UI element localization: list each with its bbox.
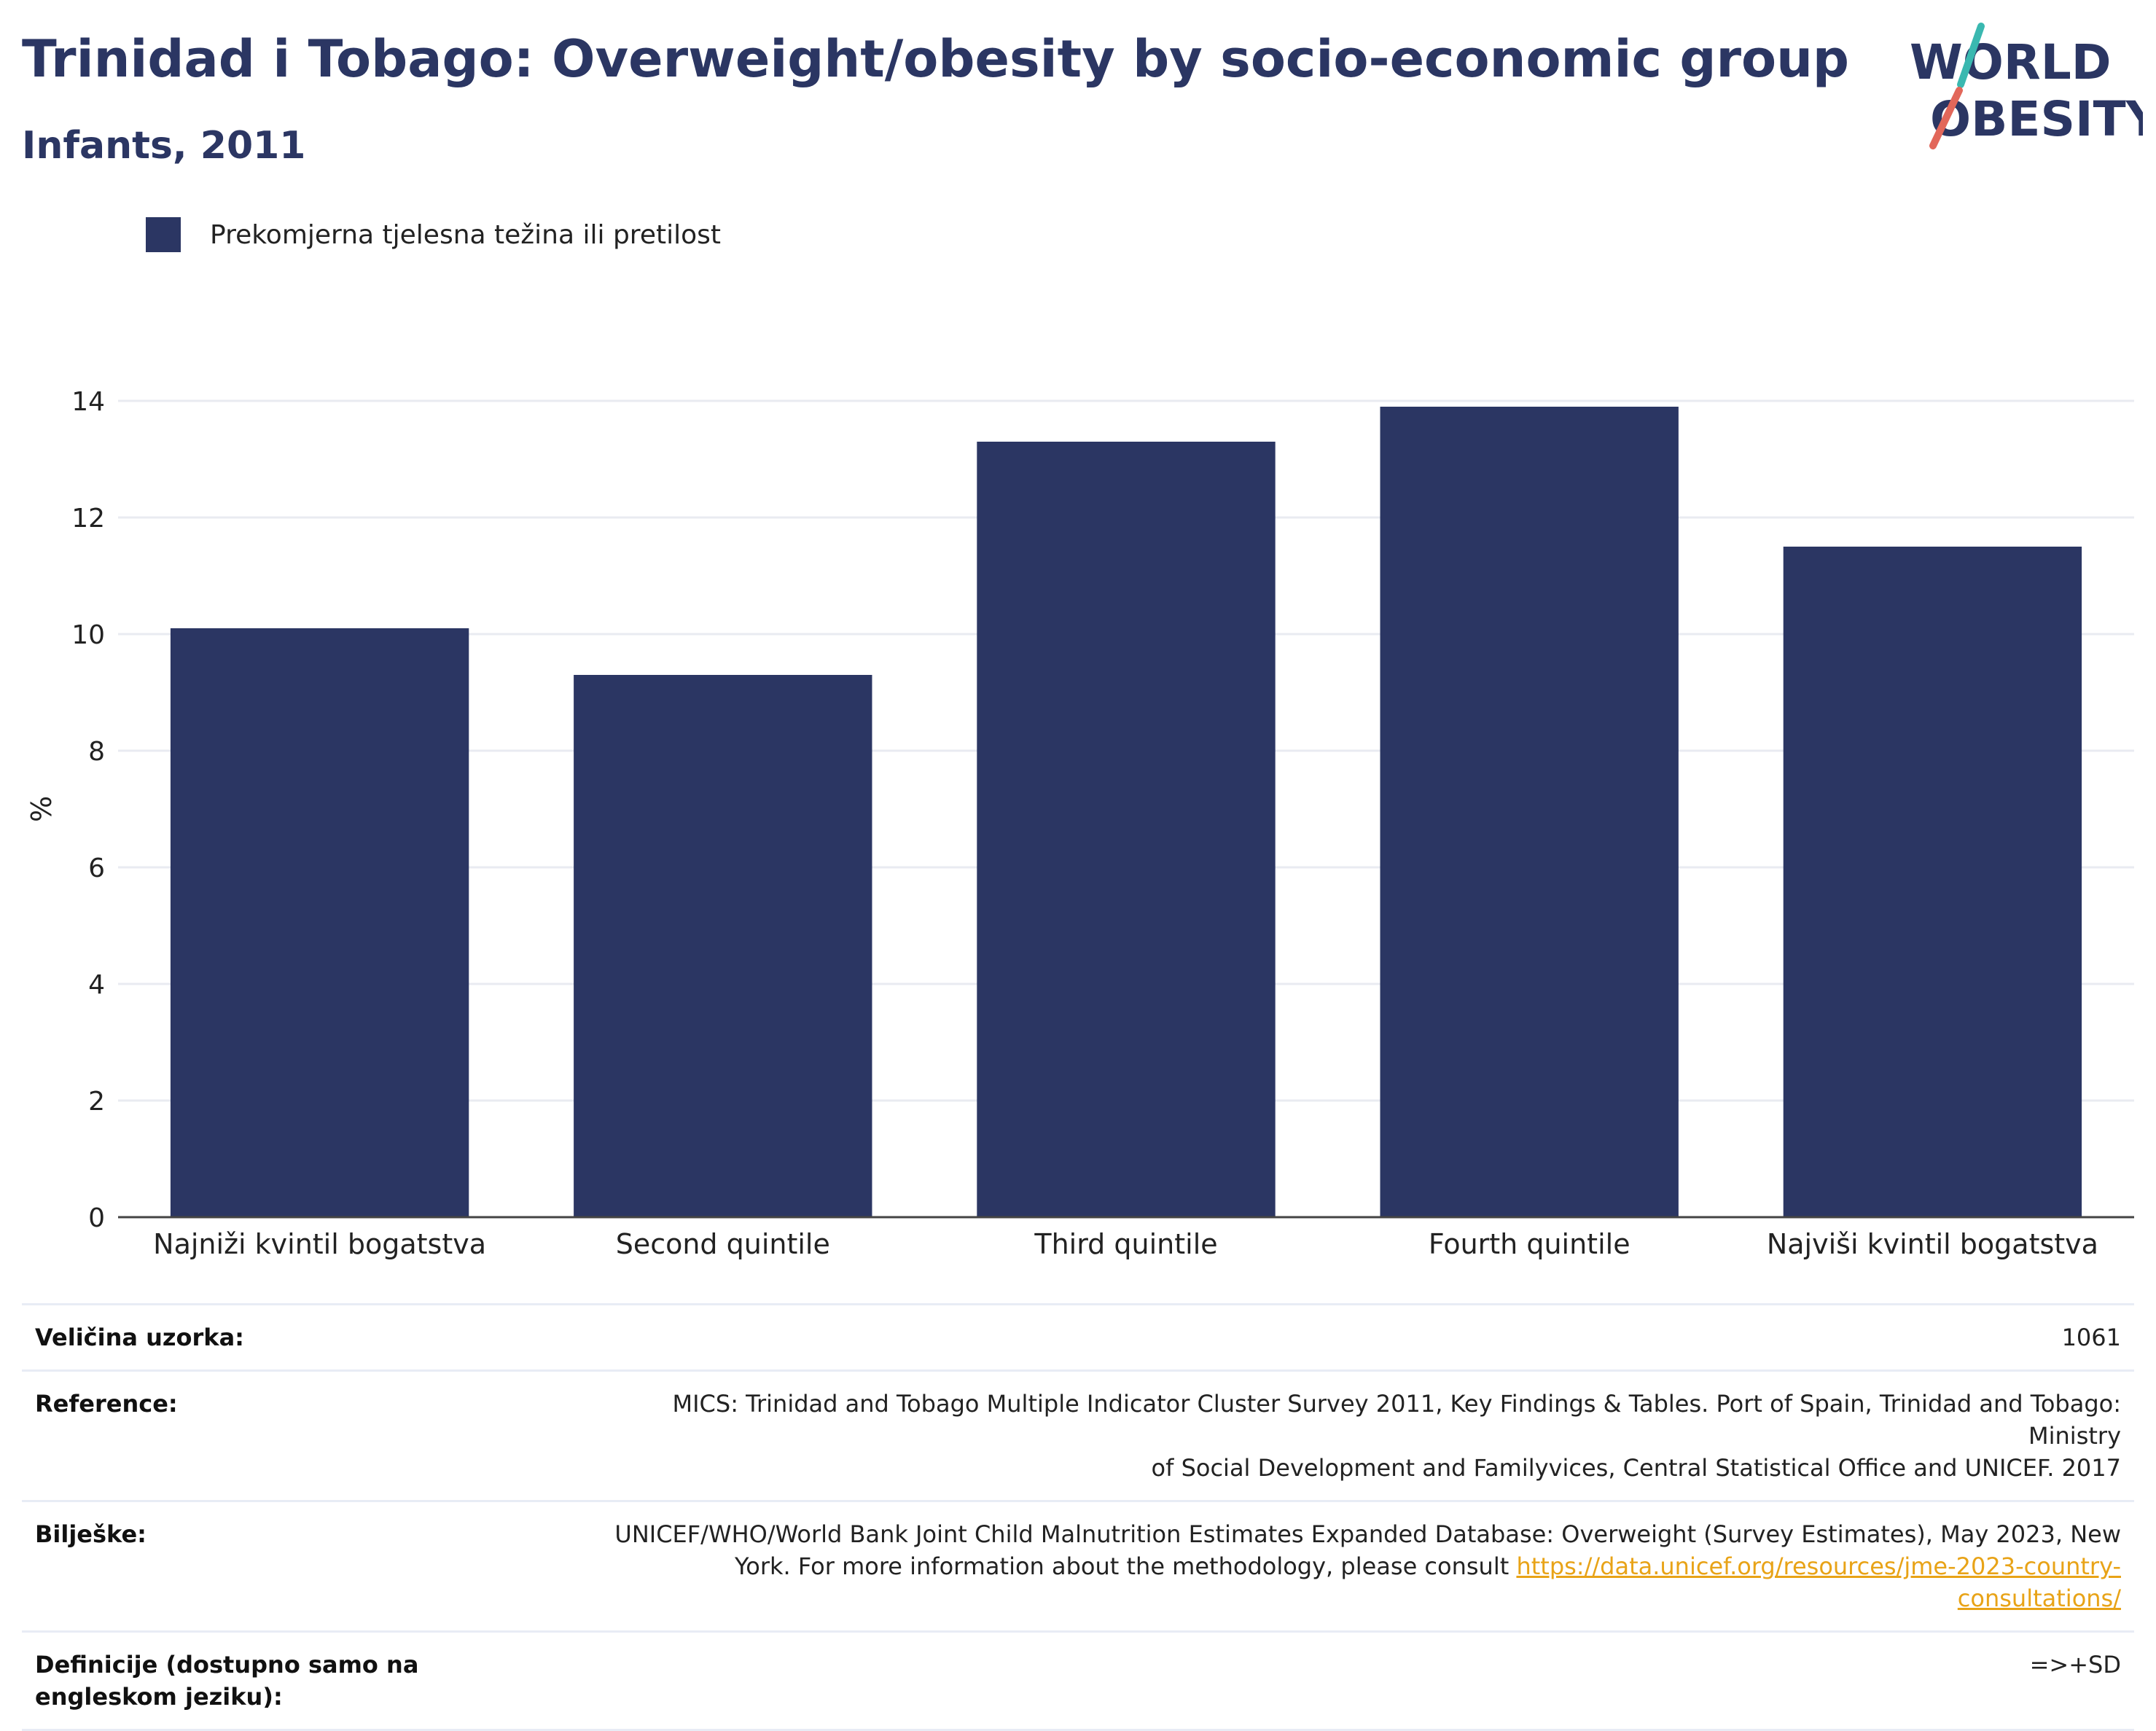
info-row-definitions: Definicije (dostupno samo na engleskom j… [22, 1630, 2134, 1731]
legend-label: Prekomjerna tjelesna težina ili pretilos… [210, 219, 721, 250]
y-tick-label: 8 [88, 737, 105, 767]
reference-value: MICS: Trinidad and Tobago Multiple Indic… [590, 1388, 2121, 1484]
info-row-sample-size: Veličina uzorka: 1061 [22, 1303, 2134, 1369]
y-tick-label: 6 [88, 853, 105, 883]
x-tick-label: Third quintile [1034, 1228, 1217, 1260]
sample-size-value: 1061 [2061, 1324, 2121, 1351]
reference-line2: of Social Development and Familyvices, C… [1151, 1454, 2121, 1482]
bar [1783, 547, 2082, 1217]
notes-value: UNICEF/WHO/World Bank Joint Child Malnut… [590, 1518, 2121, 1614]
notes-line1: UNICEF/WHO/World Bank Joint Child Malnut… [614, 1520, 2121, 1548]
info-row-notes: Bilješke: UNICEF/WHO/World Bank Joint Ch… [22, 1500, 2134, 1630]
bar [170, 628, 469, 1217]
chart-subtitle: Infants, 2011 [22, 124, 306, 168]
methodology-link[interactable]: https://data.unicef.org/resources/jme-20… [1516, 1552, 2121, 1612]
reference-label: Reference: [35, 1390, 178, 1418]
logo-slash-bottom [1929, 87, 1963, 149]
reference-line1: MICS: Trinidad and Tobago Multiple Indic… [672, 1390, 2121, 1450]
legend[interactable]: Prekomjerna tjelesna težina ili pretilos… [146, 216, 721, 254]
world-obesity-logo: WORLD OBESITY [1910, 23, 2143, 149]
y-tick-label: 10 [71, 620, 105, 650]
notes-line2: York. For more information about the met… [734, 1552, 1517, 1580]
info-table: Veličina uzorka: 1061 Reference: MICS: T… [22, 1303, 2134, 1731]
legend-swatch [146, 217, 181, 252]
x-tick-label: Najniži kvintil bogatstva [153, 1228, 486, 1260]
x-tick-label: Najviši kvintil bogatstva [1767, 1228, 2098, 1260]
notes-label: Bilješke: [35, 1520, 147, 1548]
chart-title: Trinidad i Tobago: Overweight/obesity by… [22, 29, 1850, 89]
bar [1380, 407, 1679, 1217]
sample-size-label: Veličina uzorka: [35, 1324, 244, 1351]
bar [574, 675, 872, 1217]
y-tick-label: 12 [71, 504, 105, 534]
logo-slash-top [1957, 23, 1985, 88]
x-tick-label: Second quintile [616, 1228, 830, 1260]
y-axis-label: % [26, 796, 58, 822]
y-tick-label: 4 [88, 970, 105, 1000]
definitions-value: =>+SD [2029, 1651, 2121, 1679]
y-tick-label: 14 [71, 387, 105, 417]
logo-line2: OBESITY [1930, 91, 2143, 147]
info-row-reference: Reference: MICS: Trinidad and Tobago Mul… [22, 1369, 2134, 1500]
y-tick-label: 2 [88, 1087, 105, 1117]
bar-chart: 0 2 4 6 8 10 12 14% Najniži kvintil bogatstva Sec… [26, 387, 2134, 1260]
x-tick-label: Fourth quintile [1429, 1228, 1630, 1260]
definitions-label: Definicije (dostupno samo na engleskom j… [35, 1651, 419, 1711]
bar [977, 442, 1276, 1217]
logo-line1: WORLD [1910, 34, 2112, 90]
y-tick-label: 0 [88, 1203, 105, 1233]
